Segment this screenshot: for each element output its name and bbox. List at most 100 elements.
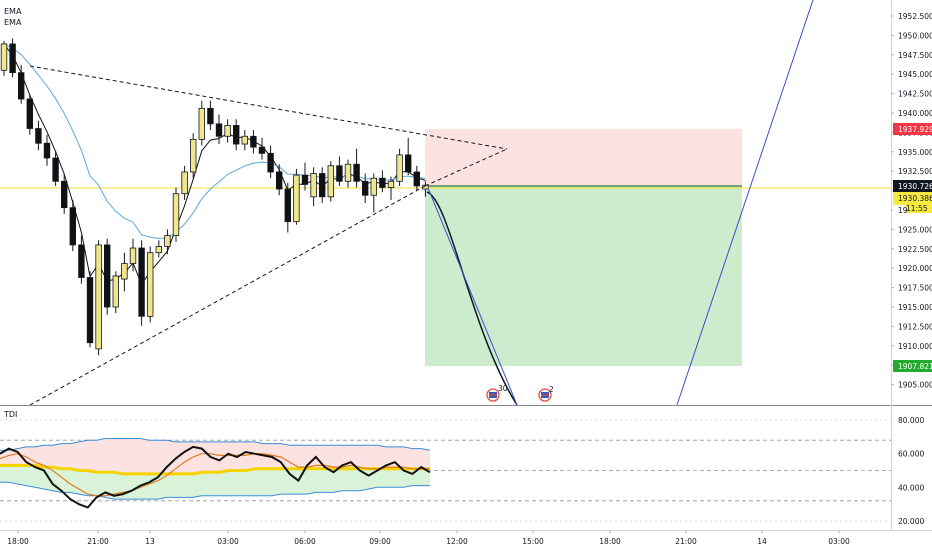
candle[interactable] [172,187,180,242]
candle[interactable] [353,148,360,188]
candle[interactable] [250,130,257,154]
candle[interactable] [275,164,283,196]
candle[interactable] [361,173,369,204]
candle[interactable] [129,238,137,272]
projection-line-up[interactable] [676,0,814,406]
time-tick-label: 21:00 [675,537,697,546]
candle-body [69,207,76,246]
candle[interactable] [344,159,352,188]
candle[interactable] [43,134,51,166]
candle-body [275,171,283,190]
candle[interactable] [86,271,94,348]
candle[interactable] [293,168,300,225]
candle[interactable] [396,148,403,186]
candle[interactable] [301,162,309,191]
candle-body [95,244,102,350]
triangle-upper-trendline[interactable] [29,65,508,150]
candle[interactable] [35,120,42,151]
svg-text:1907.821: 1907.821 [898,362,932,371]
triangle-lower-trendline[interactable] [29,185,426,406]
current-price-tag: 1930.726 [893,180,932,192]
price-tick-label: 1945.000 [898,70,932,79]
candle[interactable] [138,240,145,326]
candle[interactable] [215,114,223,145]
candle[interactable] [258,137,266,160]
candle-body [241,135,248,145]
ema-legend-1[interactable]: EMA [4,7,22,16]
candle-body [250,135,257,148]
tdi-upper-band-line[interactable] [0,438,431,451]
candle-body [129,247,137,264]
candle[interactable] [284,182,291,233]
candle[interactable] [164,229,171,255]
candle[interactable] [155,240,162,258]
time-tick-label: 12:00 [446,537,468,546]
candle-body [232,125,240,145]
candle[interactable] [78,235,85,284]
time-tick-label: 15:00 [522,537,544,546]
candle[interactable] [370,173,377,213]
svg-text:1930.386: 1930.386 [898,194,932,203]
event-count: 2 [549,385,554,394]
candle[interactable] [61,173,68,214]
price-tick-label: 1935.000 [898,148,932,157]
economic-event-2[interactable]: 2 [538,385,554,402]
svg-text:1937.929: 1937.929 [898,125,932,134]
candle[interactable] [413,165,420,191]
candle[interactable] [224,119,231,143]
candle[interactable] [0,40,8,76]
candle[interactable] [121,252,128,292]
tdi-legend[interactable]: TDI [3,410,17,419]
partial-price-label: 19 [893,205,908,215]
candle[interactable] [189,133,197,179]
candle-body [198,107,205,140]
time-tick-label: 18:00 [599,537,621,546]
time-tick-label: 14 [757,537,767,546]
candle[interactable] [104,238,111,315]
candle[interactable] [336,156,343,186]
tdi-axis[interactable]: 80.000 60.000 40.000 20.000 [898,416,924,526]
candle[interactable] [95,240,102,356]
ema-legend-2[interactable]: EMA [4,18,22,27]
candle[interactable] [198,100,205,146]
candle[interactable] [387,176,395,200]
candle-body [112,275,119,308]
candle[interactable] [207,100,214,131]
take-profit-zone[interactable] [425,186,742,366]
candle[interactable] [52,151,59,186]
candle[interactable] [379,170,386,193]
price-tick-label: 1925.000 [898,225,932,234]
candle[interactable] [404,137,412,176]
tdi-tick-label: 80.000 [898,416,924,425]
tdi-lower-band-line[interactable] [0,481,430,500]
stop-price-tag: 1937.929 [893,123,932,135]
tdi-signal-line[interactable] [0,453,430,497]
candle-body [86,277,94,344]
candle-body [52,157,59,182]
candle[interactable] [232,119,240,151]
candle-body [413,171,420,187]
candle[interactable] [327,161,334,202]
candle[interactable] [9,38,16,78]
time-axis[interactable]: 18:00 21:00 13 03:00 06:00 09:00 12:00 15:00 18:… [7,530,850,546]
candle-body [164,235,171,247]
candle[interactable] [241,130,248,151]
candle[interactable] [181,165,188,200]
candle[interactable] [310,167,317,207]
tdi-rsi-line[interactable] [0,445,431,509]
candle[interactable] [17,64,25,104]
candle[interactable] [112,271,119,314]
candle-body [387,180,395,188]
candle[interactable] [69,199,76,252]
candle[interactable] [146,246,154,323]
triangle-apex-line[interactable] [424,148,508,187]
candle[interactable] [26,94,33,135]
stop-loss-zone[interactable] [425,129,742,186]
candle[interactable] [267,145,274,179]
candle[interactable] [318,167,326,204]
candles[interactable] [0,38,429,356]
economic-event-1[interactable]: 30 [486,384,508,402]
time-tick-label: 09:00 [369,537,391,546]
projection-line-down[interactable] [427,187,518,406]
